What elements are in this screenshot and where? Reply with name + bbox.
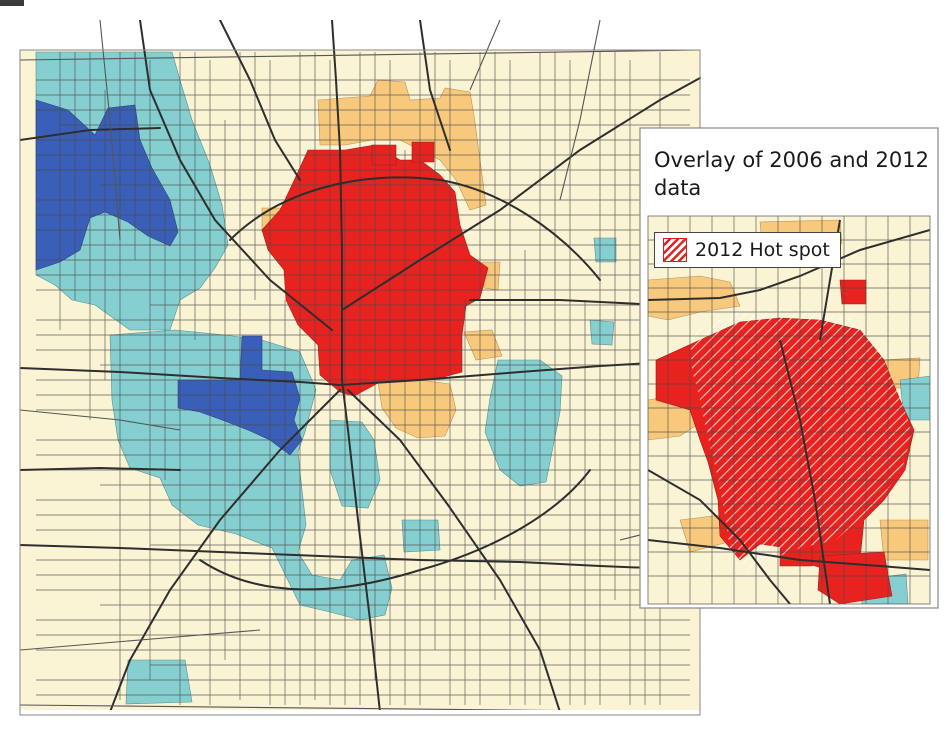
inset-panel [639,127,939,609]
main-map [20,20,701,710]
cool-spot-far-south [125,659,193,705]
loop-road [199,469,591,591]
west-road [20,127,161,141]
corner-tab [0,0,24,6]
highway-east-west [20,359,701,387]
highway-northeast [341,77,701,311]
south-road [20,544,701,571]
sw-road [20,466,181,471]
ne-road [419,20,451,151]
inset-2012-hatch [690,308,912,570]
cool-spot-south-small [401,519,441,553]
hot-spot-north-cell [411,141,435,163]
highway-northwest [139,20,333,331]
secondary-roads [20,20,701,710]
highway-southeast [347,389,561,710]
highway-north-south [331,20,381,710]
hot-spot-2012-swatch [663,238,687,262]
loop-road-north [229,176,601,281]
inset-roads [648,219,930,604]
highways [20,20,701,710]
cool-spot-east-small [589,319,615,346]
legend: 2012 Hot spot [654,232,841,268]
warm-spot-south [377,379,457,439]
warm-spot-east-small [463,329,503,361]
highway-southwest [109,389,341,710]
inset-title: Overlay of 2006 and 2012 data [654,148,929,200]
tract-borders [36,52,690,705]
cool-spot-northeast [593,237,617,263]
inset-map-frame [647,215,931,605]
inset-map [648,216,930,604]
legend-label-2012-hot-spot: 2012 Hot spot [695,239,830,261]
